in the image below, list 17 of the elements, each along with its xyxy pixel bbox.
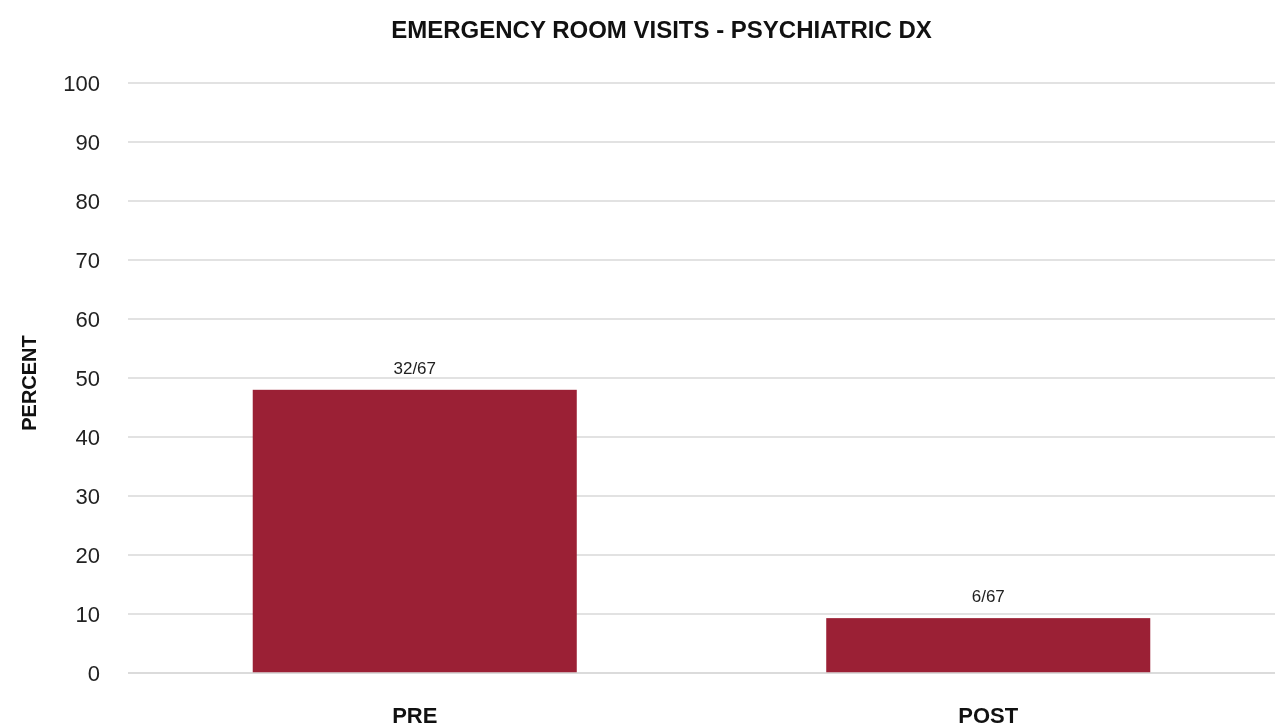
y-tick-label: 40	[75, 424, 100, 450]
chart-title: EMERGENCY ROOM VISITS - PSYCHIATRIC DX	[391, 16, 932, 43]
y-tick-label: 70	[75, 247, 100, 273]
data-label: 6/67	[971, 587, 1005, 607]
y-axis-title: PERCENT	[18, 335, 40, 431]
y-tick-label: 80	[75, 188, 100, 214]
y-tick-label: 20	[75, 542, 100, 568]
data-label: 32/67	[393, 358, 437, 378]
y-tick-label: 50	[75, 365, 100, 391]
y-tick-label: 30	[75, 483, 100, 509]
y-tick-label: 60	[75, 306, 100, 332]
y-tick-label: 0	[87, 660, 100, 686]
y-tick-label: 90	[75, 129, 100, 155]
y-tick-label: 10	[75, 601, 100, 627]
x-tick-label: POST	[958, 703, 1019, 728]
y-tick-label: 100	[63, 70, 100, 96]
x-tick-label: PRE	[392, 703, 438, 728]
